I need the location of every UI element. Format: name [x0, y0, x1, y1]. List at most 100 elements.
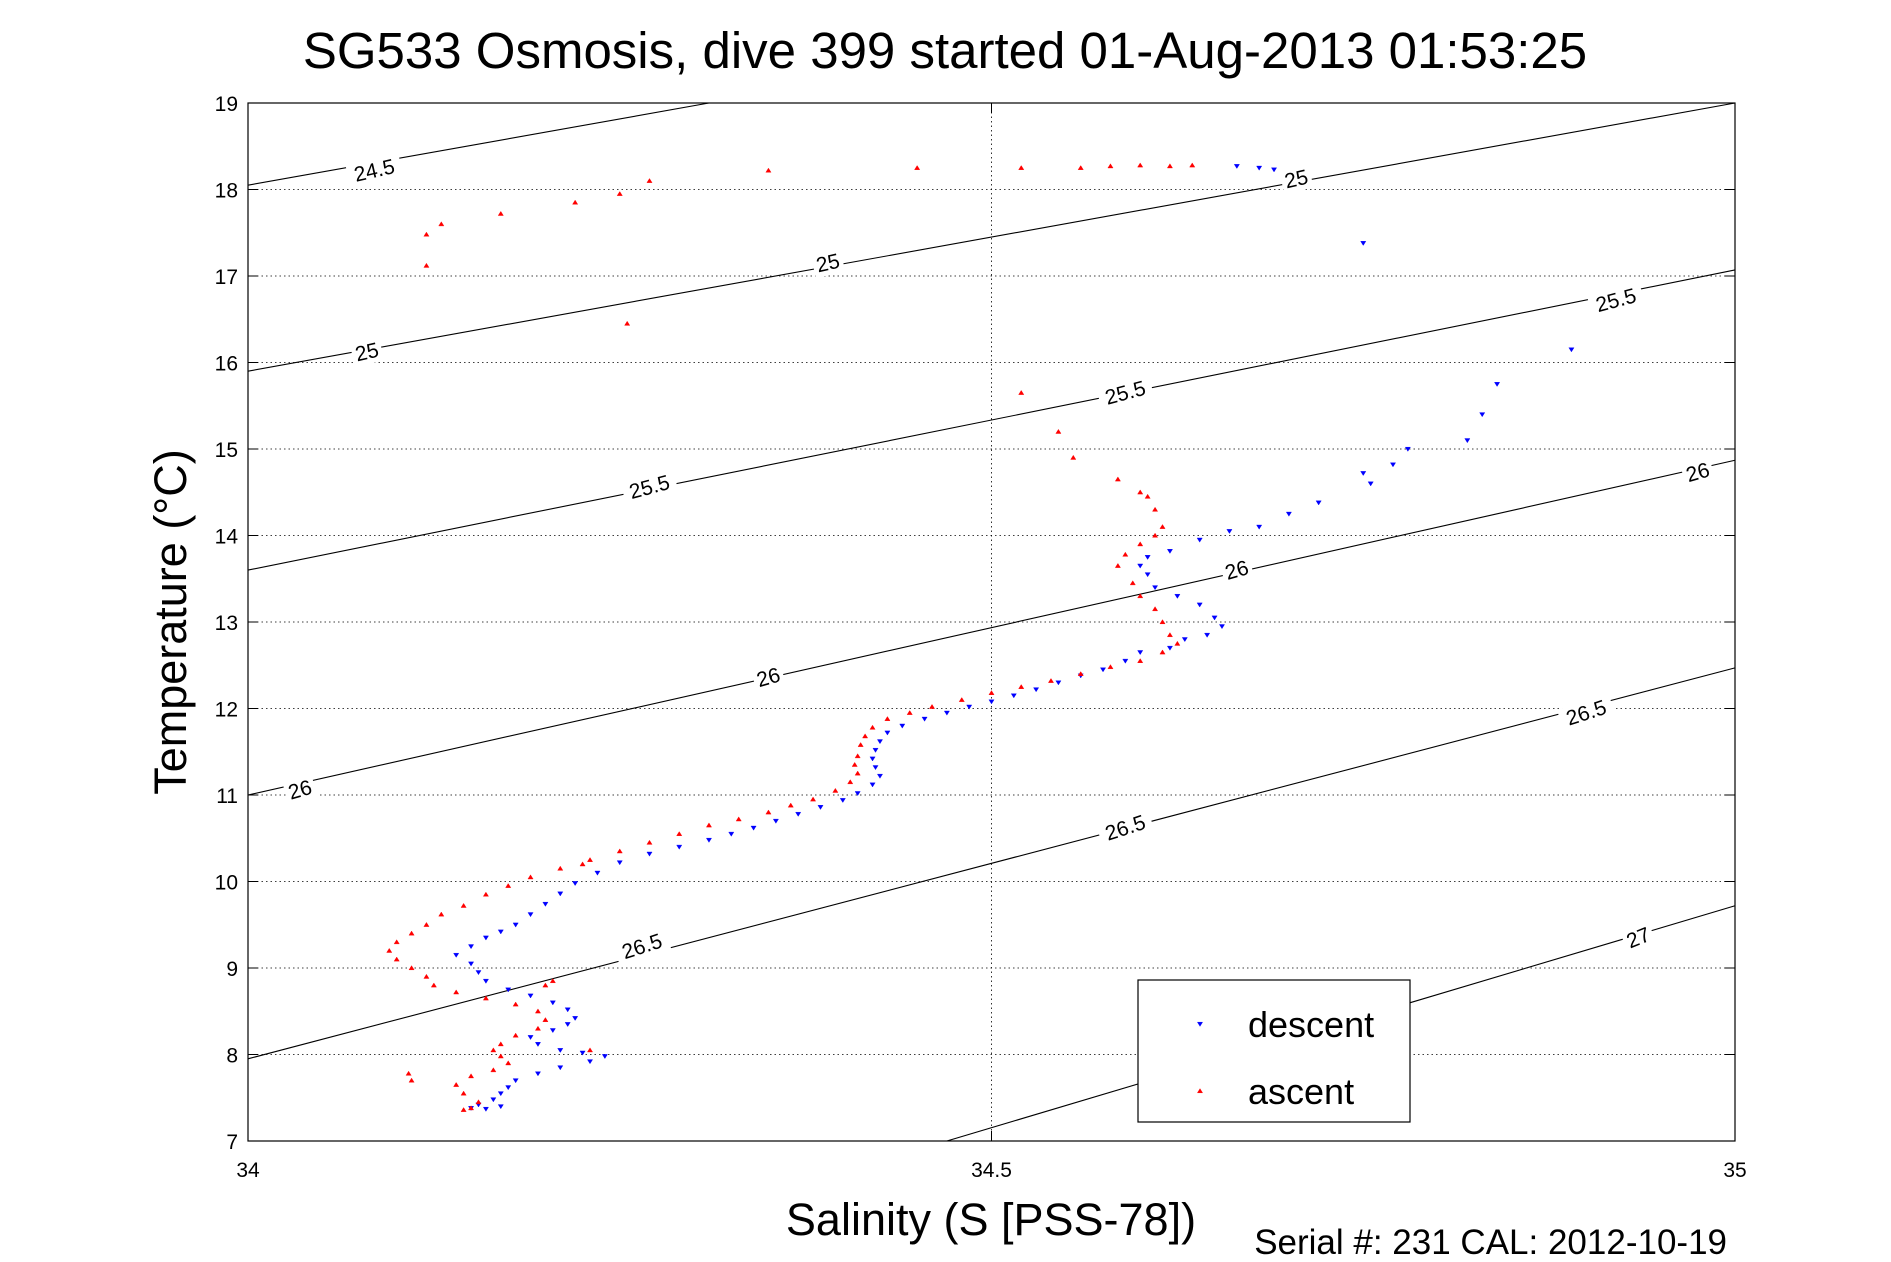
descent-point	[1219, 624, 1225, 630]
ascent-point	[1137, 162, 1144, 168]
axis-ticks: 34 34.5 35 7 8 9 10 11 12 13 14 15 16 17 18 19	[215, 93, 1747, 1182]
descent-point	[1464, 438, 1471, 444]
descent-point	[1367, 481, 1374, 487]
x-tick-label: 34	[236, 1159, 260, 1182]
descent-point	[943, 710, 950, 716]
contour-label-bg	[1619, 920, 1657, 955]
ascent-point	[408, 965, 415, 971]
contour-line-25	[247, 102, 1736, 372]
ascent-point	[1077, 671, 1084, 676]
descent-point	[505, 987, 512, 993]
x-axis-label: Salinity (S [PSS-78])	[786, 1194, 1196, 1245]
descent-point	[750, 825, 757, 831]
descent-point	[1256, 165, 1263, 171]
ascent-point	[1055, 428, 1062, 434]
ascent-point	[810, 796, 817, 802]
ascent-point	[572, 199, 579, 205]
ascent-point	[497, 1053, 504, 1059]
ascent-point	[676, 831, 683, 836]
ascent-point	[512, 1032, 519, 1038]
descent-point	[1285, 511, 1292, 517]
contour-label-bg	[345, 152, 404, 189]
descent-point	[564, 1022, 571, 1027]
contour-label: 25	[353, 339, 381, 367]
descent-point	[795, 812, 802, 817]
descent-point	[1390, 462, 1396, 468]
contour-label-bg	[1279, 164, 1314, 195]
ascent-point	[1107, 664, 1114, 669]
ascent-point	[765, 167, 772, 173]
legend-ascent-marker	[1197, 1088, 1203, 1094]
descent-point	[1360, 241, 1367, 246]
ascent-point	[1152, 606, 1159, 612]
descent-point	[587, 1059, 593, 1065]
ascent-point	[1070, 454, 1077, 460]
descent-point	[497, 929, 504, 935]
descent-point	[564, 1007, 571, 1013]
descent-point	[572, 881, 579, 886]
descent-point	[475, 970, 482, 976]
ascent-point	[869, 724, 876, 730]
descent-point	[1204, 632, 1211, 638]
ascent-point	[1114, 476, 1121, 482]
ascent-point	[1048, 678, 1054, 683]
descent-point	[579, 1050, 586, 1056]
ascent-point	[475, 1099, 482, 1105]
descent-point	[505, 1085, 512, 1091]
ascent-point	[735, 816, 742, 822]
descent-point	[549, 1000, 556, 1006]
contour-label-bg	[1219, 554, 1255, 586]
descent-point	[772, 818, 779, 824]
contour-label: 25	[1282, 166, 1310, 194]
ascent-point	[497, 211, 504, 216]
ascent-point	[884, 716, 891, 721]
y-tick-label: 8	[226, 1045, 238, 1068]
ascent-point	[1152, 506, 1159, 512]
descent-point	[1315, 500, 1322, 506]
descent-point	[1233, 164, 1240, 169]
legend-ascent-label: ascent	[1248, 1071, 1354, 1112]
ascent-point	[854, 770, 861, 776]
ascent-point	[542, 1017, 549, 1022]
contour-label-bg	[750, 661, 787, 694]
descent-point	[1256, 524, 1263, 530]
ascent-point	[468, 1105, 475, 1111]
y-tick-label: 15	[215, 439, 238, 462]
descent-point	[468, 961, 475, 967]
ascent-point	[460, 1090, 467, 1096]
contour-label: 25	[814, 250, 842, 278]
contour-label-bg	[810, 247, 846, 279]
descent-point	[549, 1028, 556, 1033]
contour-line-26	[247, 459, 1736, 796]
contour-label-bg	[1556, 693, 1616, 733]
ascent-point	[468, 1073, 475, 1079]
ascent-point	[405, 1070, 412, 1076]
ascent-point	[482, 995, 489, 1001]
contour-label-bg	[1680, 456, 1716, 489]
descent-point	[872, 748, 879, 753]
ascent-point	[1122, 551, 1129, 557]
descent-point	[854, 791, 861, 796]
ascent-point	[787, 802, 794, 808]
ascent-point	[438, 221, 445, 227]
descent-point	[869, 782, 876, 788]
descent-point	[453, 953, 460, 958]
descent-point	[877, 773, 883, 779]
legend-descent-marker	[1197, 1021, 1203, 1027]
descent-point	[1055, 680, 1062, 686]
descent-point	[872, 765, 879, 771]
descent-point	[557, 891, 564, 897]
y-tick-label: 10	[215, 872, 238, 895]
ascent-point	[646, 839, 653, 845]
ascent-point	[505, 883, 512, 888]
descent-point	[1494, 382, 1501, 387]
ascent-point	[386, 947, 393, 953]
ascent-point	[832, 787, 839, 793]
ascent-point	[1018, 684, 1025, 689]
ascent-point	[847, 779, 854, 785]
descent-point	[527, 912, 534, 918]
ascent-point	[423, 922, 430, 927]
ascent-point	[490, 1047, 497, 1053]
serial-cal-footer: Serial #: 231 CAL: 2012-10-19	[1254, 1223, 1727, 1262]
